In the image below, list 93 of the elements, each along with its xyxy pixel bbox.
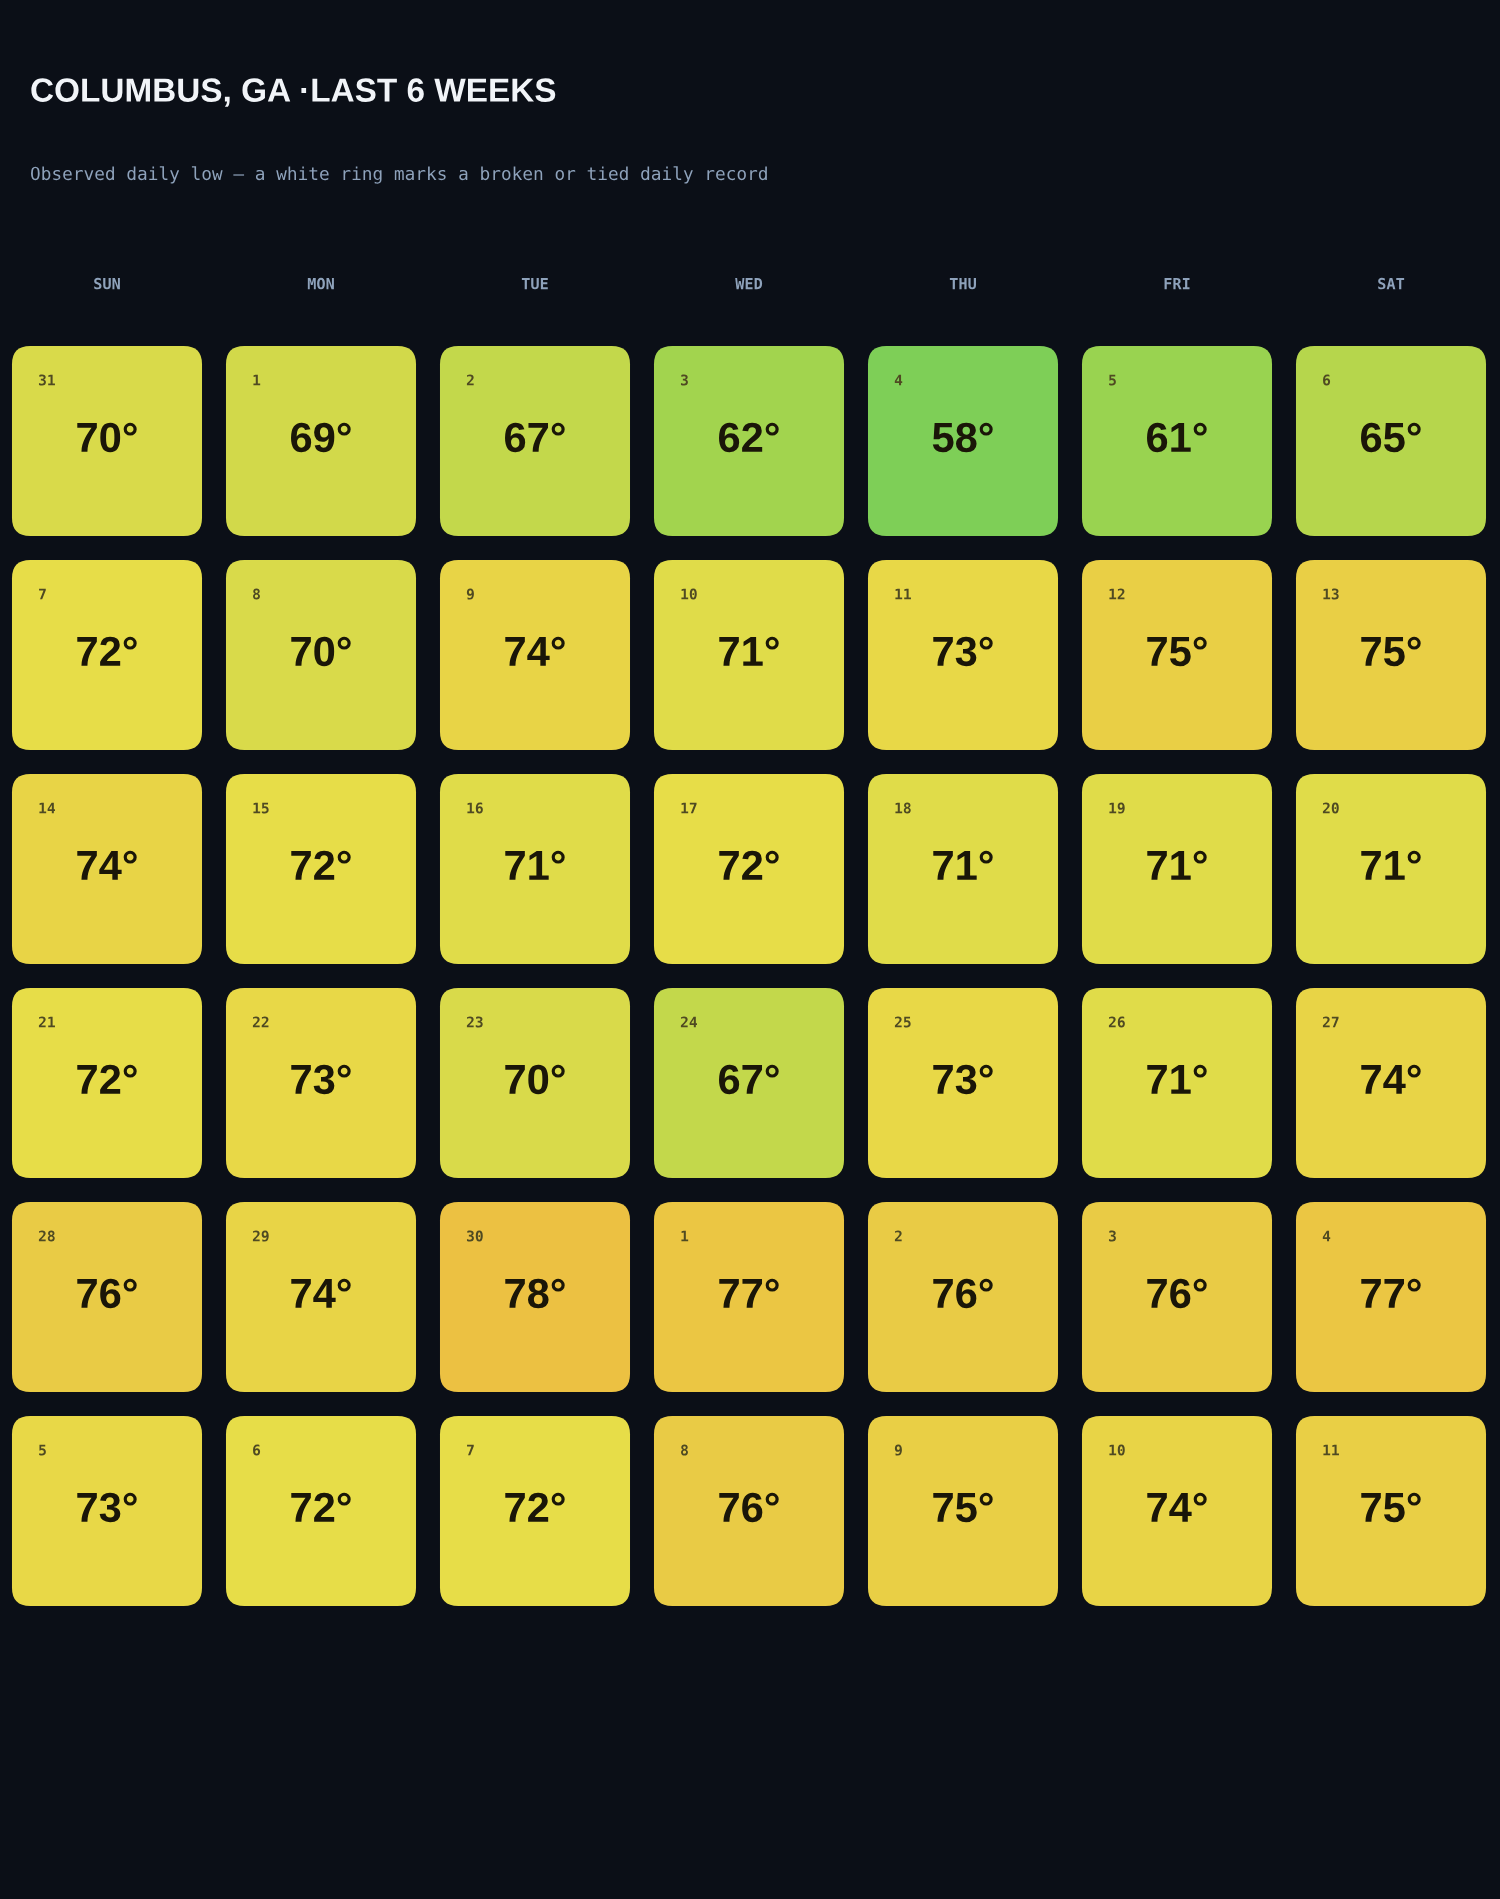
annotation: 31 bbox=[38, 374, 55, 386]
x-tick-label: TUE bbox=[521, 278, 548, 290]
x-tick-label: THU bbox=[949, 278, 976, 290]
data-label: 62° bbox=[719, 422, 779, 453]
annotation: 16 bbox=[467, 802, 483, 814]
annotation: 21 bbox=[38, 1016, 55, 1028]
annotation: 9 bbox=[466, 588, 474, 600]
annotation: 23 bbox=[466, 1016, 483, 1028]
data-label: 74° bbox=[505, 636, 565, 666]
annotation: 8 bbox=[253, 588, 260, 600]
annotation: 27 bbox=[1322, 1016, 1339, 1028]
data-label: 71° bbox=[1147, 850, 1207, 880]
data-label: 77° bbox=[1361, 1278, 1421, 1308]
x-tick-label: MON bbox=[307, 277, 334, 290]
data-label: 74° bbox=[1147, 1492, 1207, 1522]
annotation: 2 bbox=[466, 374, 474, 386]
data-label: 74° bbox=[291, 1278, 351, 1308]
annotation: 18 bbox=[895, 802, 911, 814]
data-label: 77° bbox=[719, 1278, 779, 1308]
data-label: 67° bbox=[505, 422, 565, 453]
data-label: 75° bbox=[1147, 636, 1207, 667]
data-label: 58° bbox=[932, 422, 993, 453]
annotation: 28 bbox=[38, 1230, 55, 1242]
data-label: 70° bbox=[505, 1064, 565, 1095]
data-label: 74° bbox=[77, 850, 137, 880]
annotation: 4 bbox=[894, 374, 903, 386]
x-tick-label: SAT bbox=[1378, 277, 1405, 290]
chart-subtitle: Observed daily low — a white ring marks a broken or tied daily record bbox=[31, 166, 767, 184]
annotation: 20 bbox=[1322, 802, 1339, 814]
annotation: 15 bbox=[253, 802, 269, 814]
data-label: 72° bbox=[505, 1492, 565, 1522]
data-label: 71° bbox=[1361, 850, 1421, 880]
data-label: 75° bbox=[933, 1492, 993, 1523]
annotation: 5 bbox=[1109, 374, 1116, 386]
annotation: 25 bbox=[894, 1016, 911, 1028]
data-label: 61° bbox=[1147, 422, 1207, 453]
annotation: 4 bbox=[1322, 1230, 1331, 1242]
annotation: 6 bbox=[253, 1444, 261, 1456]
data-label: 71° bbox=[1147, 1064, 1207, 1094]
data-label: 78° bbox=[505, 1278, 565, 1309]
data-label: 73° bbox=[291, 1064, 351, 1095]
x-tick-label: FRI bbox=[1164, 278, 1190, 290]
data-label: 72° bbox=[77, 636, 137, 666]
data-label: 67° bbox=[719, 1064, 779, 1095]
annotation: 3 bbox=[1108, 1230, 1116, 1242]
data-label: 76° bbox=[933, 1278, 993, 1309]
data-label: 72° bbox=[291, 850, 351, 880]
data-label: 72° bbox=[77, 1064, 137, 1094]
data-label: 70° bbox=[291, 636, 351, 667]
annotation: 24 bbox=[680, 1016, 697, 1028]
annotation: 13 bbox=[1323, 588, 1339, 600]
data-label: 73° bbox=[933, 636, 993, 667]
annotation: 26 bbox=[1108, 1016, 1125, 1028]
data-label: 65° bbox=[1361, 422, 1421, 453]
annotation: 6 bbox=[1323, 374, 1331, 386]
x-tick-label: WED bbox=[735, 278, 763, 290]
data-label: 74° bbox=[1361, 1064, 1421, 1094]
annotation: 10 bbox=[681, 588, 697, 600]
data-label: 71° bbox=[505, 850, 565, 880]
data-label: 73° bbox=[933, 1064, 993, 1095]
annotation: 1 bbox=[681, 1230, 689, 1242]
data-label: 75° bbox=[1361, 1492, 1421, 1523]
annotation: 14 bbox=[39, 802, 55, 814]
annotation: 29 bbox=[252, 1230, 269, 1242]
annotation: 19 bbox=[1109, 802, 1125, 814]
annotation: 11 bbox=[895, 588, 911, 600]
data-label: 71° bbox=[719, 636, 779, 666]
annotation: 7 bbox=[39, 588, 46, 600]
annotation: 12 bbox=[1109, 588, 1125, 600]
annotation: 11 bbox=[1323, 1444, 1339, 1456]
annotation: 5 bbox=[39, 1444, 46, 1456]
annotation: 10 bbox=[1109, 1444, 1125, 1456]
data-label: 76° bbox=[719, 1492, 779, 1523]
data-label: 72° bbox=[291, 1492, 351, 1522]
annotation: 3 bbox=[680, 374, 688, 386]
annotation: 7 bbox=[467, 1444, 474, 1456]
data-label: 73° bbox=[77, 1492, 137, 1523]
data-label: 70° bbox=[77, 422, 137, 453]
annotation: 1 bbox=[253, 374, 261, 386]
data-label: 76° bbox=[77, 1278, 137, 1309]
data-label: 71° bbox=[933, 850, 993, 880]
annotation: 8 bbox=[681, 1444, 688, 1456]
chart-title: COLUMBUS, GA ·LAST 6 WEEKS bbox=[31, 78, 556, 107]
x-tick-label: SUN bbox=[94, 277, 120, 290]
data-label: 75° bbox=[1361, 636, 1421, 667]
annotation: 17 bbox=[681, 802, 697, 814]
data-label: 69° bbox=[291, 422, 351, 453]
annotation: 22 bbox=[252, 1016, 269, 1028]
data-label: 72° bbox=[719, 850, 779, 880]
annotation: 2 bbox=[894, 1230, 902, 1242]
data-label: 76° bbox=[1147, 1278, 1207, 1309]
annotation: 9 bbox=[894, 1444, 902, 1456]
annotation: 30 bbox=[466, 1230, 483, 1242]
